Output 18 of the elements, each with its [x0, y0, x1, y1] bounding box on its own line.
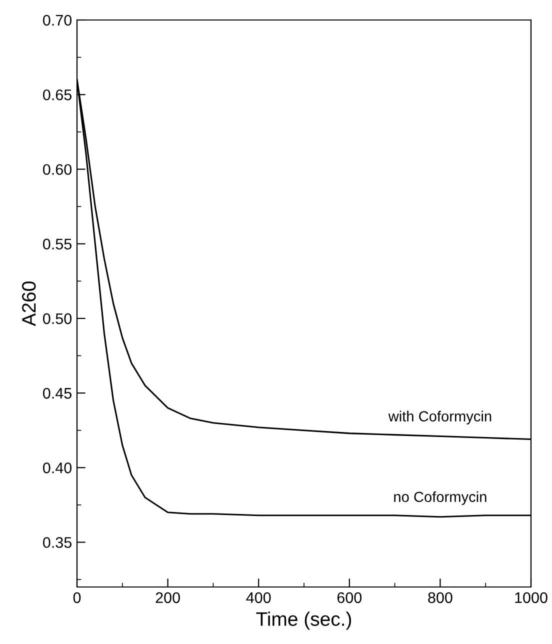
y-tick-label: 0.35 [43, 537, 72, 548]
x-axis-title: Time (sec.) [256, 612, 352, 630]
x-tick-label: 200 [156, 592, 180, 604]
x-tick-label: 400 [246, 592, 271, 604]
y-tick-label: 0.60 [43, 164, 72, 175]
y-tick-label: 0.65 [43, 89, 72, 100]
y-tick-label: 0.70 [43, 14, 72, 26]
x-tick-label: 1000 [515, 592, 548, 604]
series-label: no Coformycin [394, 491, 486, 505]
y-tick-label: 0.55 [43, 238, 72, 250]
y-axis-title: A260 [22, 282, 36, 326]
y-tick-label: 0.50 [43, 313, 72, 324]
x-tick-label: 0 [73, 592, 81, 604]
x-tick-label: 800 [428, 592, 452, 604]
y-tick-label: 0.45 [43, 388, 72, 399]
x-tick-label: 600 [337, 592, 362, 604]
series-label: with Coformycin [388, 410, 492, 424]
y-tick-label: 0.40 [43, 462, 72, 474]
